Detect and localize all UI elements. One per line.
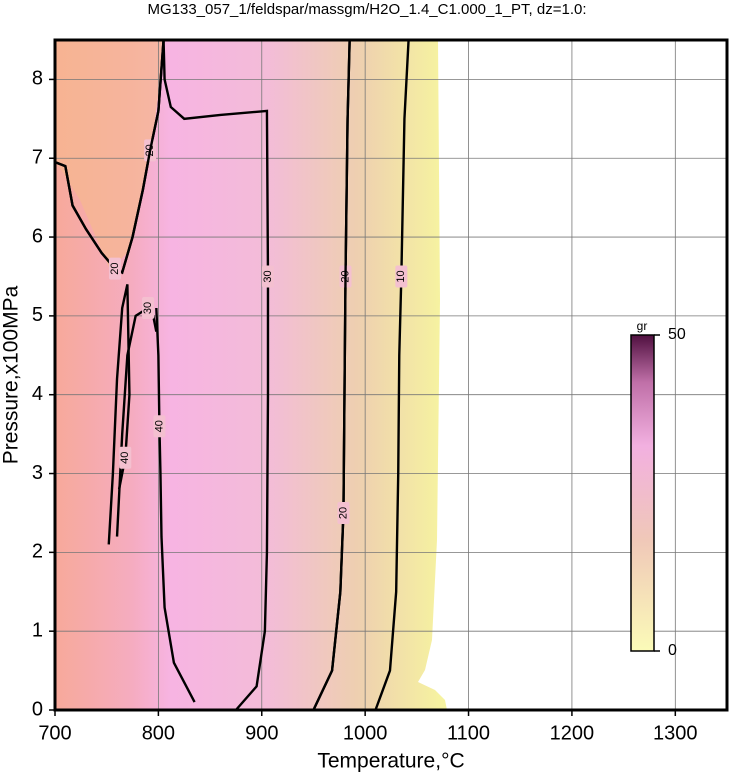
contour-line — [155, 307, 196, 703]
contour-line — [374, 39, 410, 711]
x-tick-label: 700 — [38, 722, 71, 744]
x-tick-label: 1000 — [343, 722, 388, 744]
x-tick-label: 1200 — [550, 722, 595, 744]
colorbar: gr 0 50 — [630, 319, 686, 659]
contour-label: 30 — [142, 302, 154, 314]
frame — [53, 38, 729, 712]
chart-title: MG133_057_1/feldspar/massgm/H2O_1.4_C1.0… — [147, 1, 586, 18]
contour-label: 10 — [395, 270, 407, 282]
y-tick-label: 1 — [32, 619, 43, 641]
contour-label-bg — [337, 501, 350, 524]
colorbar-label: gr — [637, 319, 648, 333]
colorbar-scale — [630, 334, 655, 652]
x-tick-label: 1100 — [447, 722, 490, 744]
contour-label: 20 — [109, 262, 121, 274]
y-tick-label: 5 — [32, 304, 43, 326]
contour-label: 20 — [337, 507, 349, 519]
y-axis-label: Pressure,x100MPa — [0, 285, 23, 464]
contour-label-bg — [261, 265, 274, 288]
contour-label: 40 — [119, 452, 131, 464]
contour-label-bg — [108, 257, 121, 280]
field-fill — [55, 40, 447, 710]
contour-line — [312, 39, 351, 711]
colorbar-tick-label: 0 — [668, 642, 677, 659]
y-tick-label: 3 — [32, 462, 43, 484]
y-tick-label: 7 — [32, 147, 43, 169]
contour-label: 30 — [262, 270, 274, 282]
x-tick-label: 1300 — [653, 722, 698, 744]
x-tick-label: 900 — [245, 722, 278, 744]
y-tick-label: 6 — [32, 225, 43, 247]
y-tick-label: 0 — [32, 698, 43, 720]
contour-label-bg — [395, 265, 408, 288]
x-tick-label: 800 — [142, 722, 175, 744]
x-axis-label: Temperature,°C — [317, 750, 464, 773]
colorbar-tick-label: 50 — [668, 326, 686, 343]
contour-line — [162, 39, 270, 711]
contour-label-bg — [119, 446, 132, 469]
y-tick-label: 8 — [32, 68, 43, 90]
contour-label: 40 — [153, 420, 165, 432]
y-tick-label: 2 — [32, 541, 43, 563]
contour-label-bg — [142, 297, 155, 319]
y-tick-label: 4 — [32, 383, 43, 405]
contour-label-bg — [153, 415, 166, 438]
